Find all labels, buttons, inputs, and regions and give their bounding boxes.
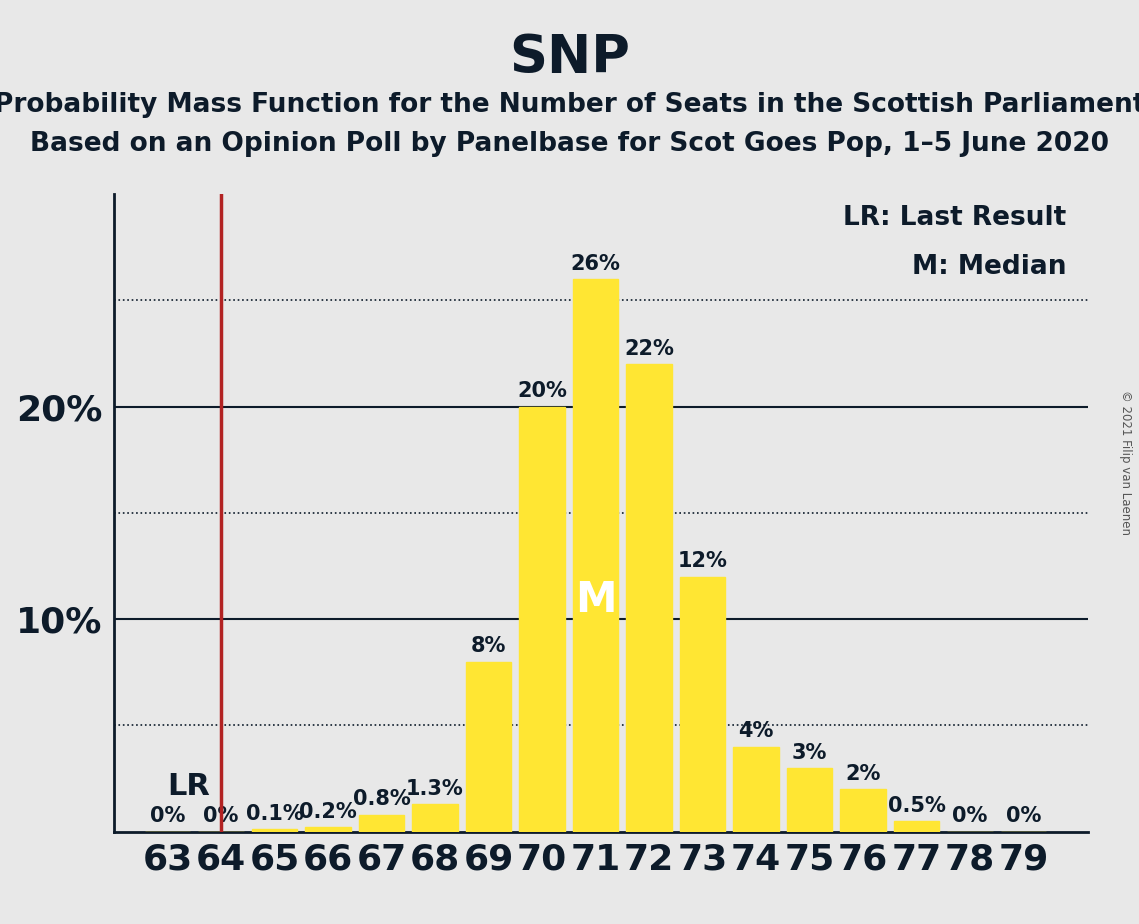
Bar	[573, 279, 618, 832]
Bar	[894, 821, 940, 832]
Bar	[680, 577, 726, 832]
Bar	[359, 815, 404, 832]
Text: 20%: 20%	[517, 382, 567, 401]
Bar	[787, 768, 833, 832]
Text: M: Median: M: Median	[912, 253, 1066, 280]
Text: 0.1%: 0.1%	[246, 804, 303, 824]
Bar	[519, 407, 565, 832]
Text: 0.8%: 0.8%	[353, 789, 410, 809]
Text: 0.2%: 0.2%	[300, 802, 357, 822]
Bar	[305, 827, 351, 832]
Text: LR: LR	[167, 772, 211, 801]
Text: 2%: 2%	[845, 764, 880, 784]
Text: 0%: 0%	[952, 807, 988, 826]
Bar	[466, 662, 511, 832]
Text: 1.3%: 1.3%	[407, 779, 464, 798]
Text: 26%: 26%	[571, 254, 621, 274]
Text: Based on an Opinion Poll by Panelbase for Scot Goes Pop, 1–5 June 2020: Based on an Opinion Poll by Panelbase fo…	[30, 131, 1109, 157]
Text: 0.5%: 0.5%	[887, 796, 945, 816]
Text: 12%: 12%	[678, 552, 728, 571]
Bar	[412, 804, 458, 832]
Text: SNP: SNP	[509, 32, 630, 84]
Text: Probability Mass Function for the Number of Seats in the Scottish Parliament: Probability Mass Function for the Number…	[0, 92, 1139, 118]
Text: 22%: 22%	[624, 339, 674, 359]
Text: © 2021 Filip van Laenen: © 2021 Filip van Laenen	[1118, 390, 1132, 534]
Text: 4%: 4%	[738, 722, 773, 741]
Text: 3%: 3%	[792, 743, 827, 762]
Bar	[252, 830, 297, 832]
Bar	[626, 364, 672, 832]
Text: 0%: 0%	[203, 807, 238, 826]
Bar	[734, 747, 779, 832]
Text: M: M	[575, 578, 616, 621]
Text: 0%: 0%	[149, 807, 186, 826]
Text: LR: Last Result: LR: Last Result	[843, 204, 1066, 231]
Text: 0%: 0%	[1006, 807, 1041, 826]
Text: 8%: 8%	[470, 637, 506, 656]
Bar	[841, 789, 886, 832]
